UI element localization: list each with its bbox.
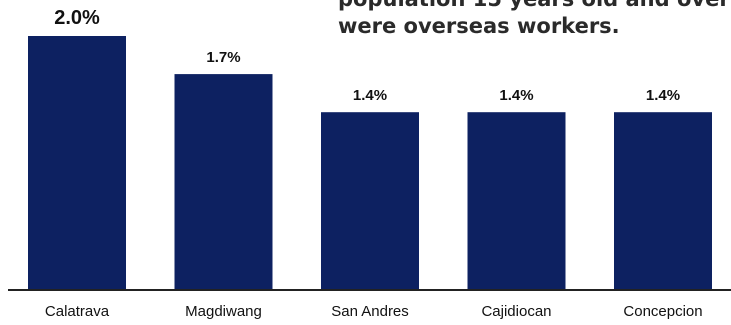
bar-value-label: 2.0% xyxy=(54,7,100,29)
x-tick-label: Concepcion xyxy=(623,303,702,320)
chart-caption: population 15 years old and over were ov… xyxy=(338,0,731,40)
x-tick-label: Calatrava xyxy=(45,303,110,320)
bar xyxy=(174,74,273,290)
caption-line-2: were overseas workers. xyxy=(338,14,620,38)
bar-value-label: 1.4% xyxy=(646,87,680,104)
x-tick-label: San Andres xyxy=(331,303,409,320)
bar-value-label: 1.4% xyxy=(353,87,387,104)
caption-line-1: population 15 years old and over xyxy=(338,0,731,13)
bar xyxy=(467,112,566,290)
bar-value-label: 1.4% xyxy=(499,87,533,104)
bar-value-label: 1.7% xyxy=(206,49,240,66)
bar xyxy=(614,112,712,290)
bar xyxy=(321,112,419,290)
x-tick-label: Cajidiocan xyxy=(481,303,551,320)
bar xyxy=(28,36,126,290)
x-tick-label: Magdiwang xyxy=(185,303,262,320)
